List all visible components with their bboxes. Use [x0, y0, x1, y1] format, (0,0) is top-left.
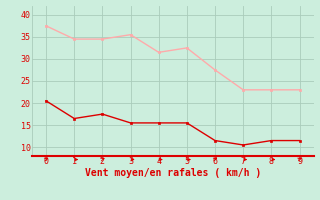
- X-axis label: Vent moyen/en rafales ( km/h ): Vent moyen/en rafales ( km/h ): [85, 168, 261, 178]
